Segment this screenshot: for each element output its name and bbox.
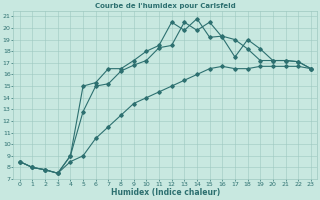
- Title: Courbe de l'humidex pour Carlsfeld: Courbe de l'humidex pour Carlsfeld: [95, 3, 236, 9]
- X-axis label: Humidex (Indice chaleur): Humidex (Indice chaleur): [111, 188, 220, 197]
